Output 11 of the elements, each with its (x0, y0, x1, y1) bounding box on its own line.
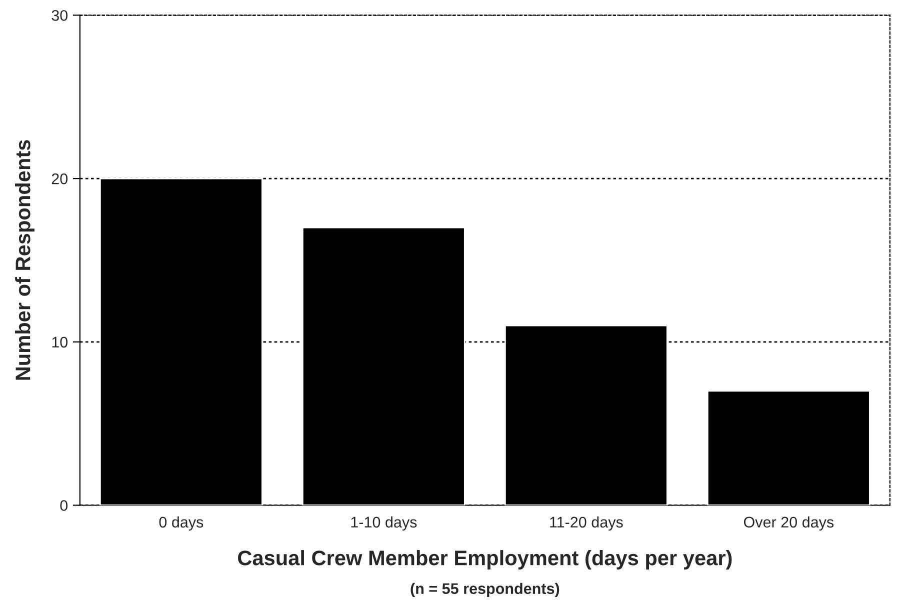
text: (n = 55 respondents) (410, 582, 560, 598)
y-tick-label: 30 (52, 10, 68, 21)
y-axis-title: Number of Respondents (15, 140, 34, 380)
x-tick-label: 1-10 days (351, 516, 417, 531)
x-tick-label: 0 days (159, 516, 204, 531)
y-tick-label: 10 (52, 336, 68, 348)
y-tick-label: 0 (60, 500, 68, 511)
x-tick-label: Over 20 days (744, 516, 834, 531)
y-tick-label: 20 (52, 173, 68, 184)
x-tick-label: 11-20 days (550, 516, 623, 531)
x-axis-title: Casual Crew Member Employment (days per year) (238, 550, 732, 570)
